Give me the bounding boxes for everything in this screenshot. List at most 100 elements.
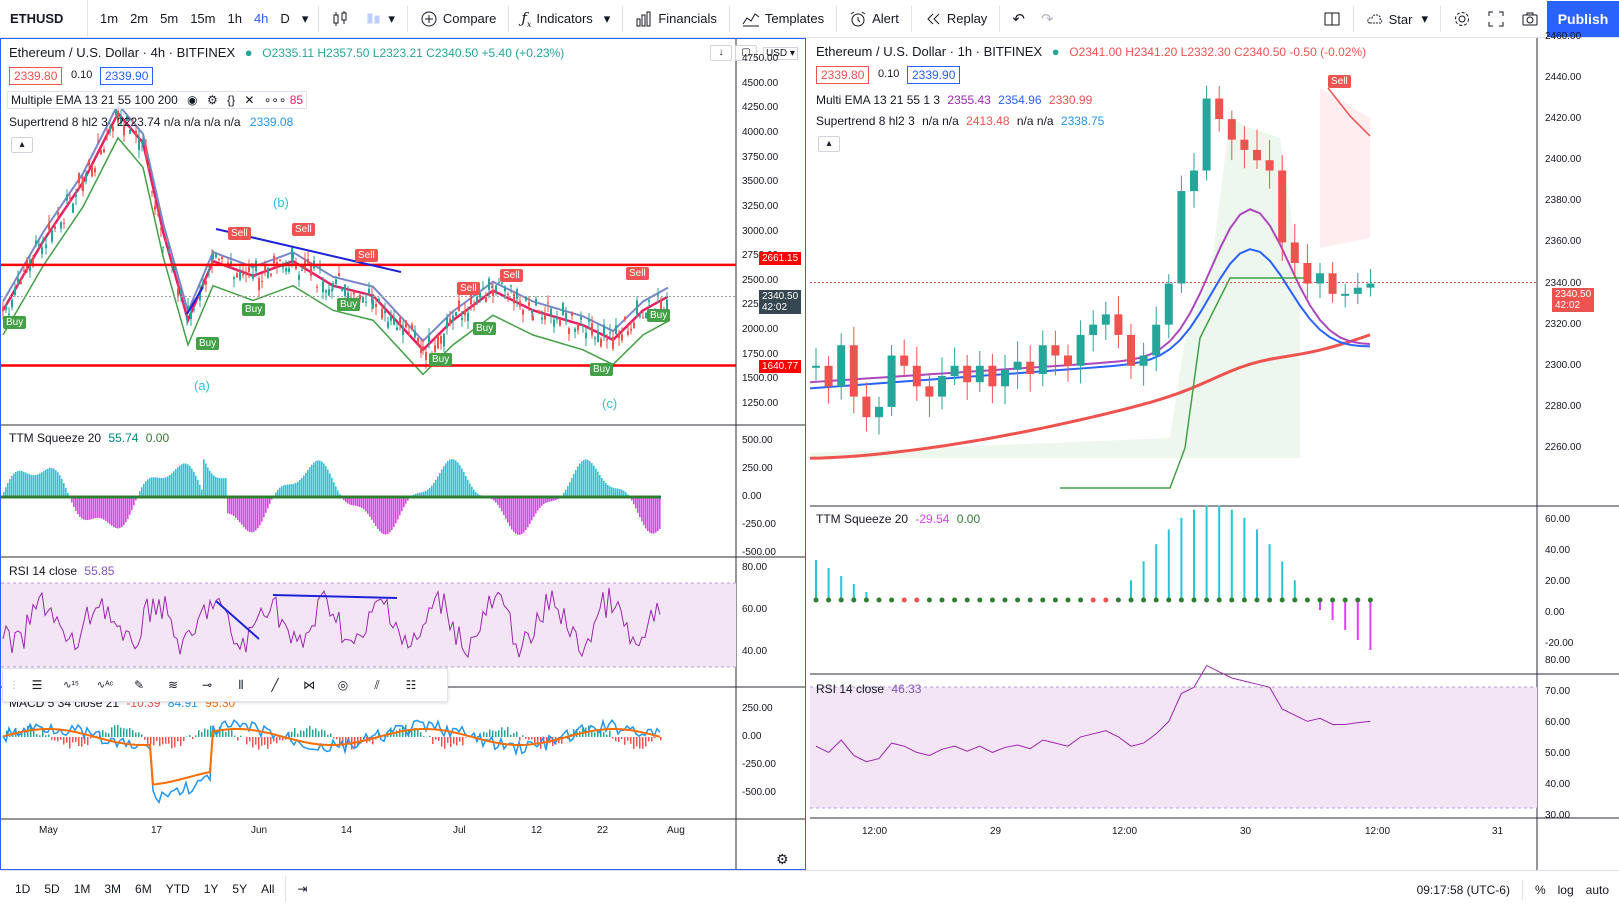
- macd-hist: [294, 727, 296, 737]
- pane-maximize-button[interactable]: ▢: [735, 45, 757, 61]
- currency-select[interactable]: USD ▾: [763, 47, 798, 60]
- ttm-dot: [1367, 597, 1373, 603]
- snapshot-button[interactable]: [1513, 0, 1547, 38]
- pane-down-button[interactable]: ↓: [710, 45, 732, 61]
- interval-1m[interactable]: 1m: [100, 10, 119, 26]
- interval-dropdown-icon[interactable]: ▾: [301, 10, 309, 26]
- ask-price[interactable]: 2339.90: [907, 66, 961, 84]
- macd-hist: [300, 730, 302, 737]
- fib-icon[interactable]: ≋: [167, 678, 179, 692]
- range-1D[interactable]: 1D: [15, 882, 31, 896]
- divider: [728, 5, 730, 32]
- percent-toggle[interactable]: %: [1534, 882, 1546, 897]
- interval-4h[interactable]: 4h: [253, 10, 269, 26]
- layout-button[interactable]: [1315, 0, 1349, 38]
- ttm-bar: [179, 465, 181, 497]
- macd-hist: [429, 735, 431, 737]
- log-toggle[interactable]: log: [1557, 882, 1574, 897]
- left-chart-canvas[interactable]: [1, 39, 805, 869]
- sell-signal: Sell: [626, 267, 649, 280]
- candle-body: [208, 270, 210, 272]
- more-icon[interactable]: ∘∘∘: [263, 93, 287, 107]
- ttm-bar: [615, 488, 617, 497]
- financials-button[interactable]: Financials: [627, 0, 725, 38]
- pencil-icon[interactable]: ✎: [133, 678, 145, 692]
- auto-toggle[interactable]: auto: [1585, 882, 1609, 897]
- settings-button[interactable]: [1445, 0, 1479, 38]
- indicators-button[interactable]: ƒx Indicators ▾: [513, 0, 618, 38]
- gear-icon[interactable]: ⚙: [206, 93, 218, 107]
- bid-price[interactable]: 2339.80: [9, 67, 63, 85]
- range-YTD[interactable]: YTD: [165, 882, 190, 896]
- fullscreen-button[interactable]: [1479, 0, 1513, 38]
- symbol-search[interactable]: ETHUSD: [0, 0, 88, 38]
- bar-style-button[interactable]: [323, 0, 357, 38]
- chart-type-button[interactable]: ▾: [357, 0, 403, 38]
- compare-button[interactable]: Compare: [412, 0, 504, 38]
- goto-date-icon[interactable]: ⇥: [297, 882, 308, 896]
- ttm-bar: [591, 463, 593, 497]
- range-3M[interactable]: 3M: [104, 882, 122, 896]
- abc-wave-icon[interactable]: ∿ᴬᶜ: [96, 679, 114, 691]
- templates-button[interactable]: Templates: [734, 0, 832, 38]
- collapse-legend-button[interactable]: ▴: [818, 136, 840, 152]
- pattern-icon[interactable]: ⋈: [303, 678, 315, 692]
- ask-price[interactable]: 2339.90: [100, 67, 154, 85]
- range-icon[interactable]: ☷: [405, 678, 417, 692]
- candle-body: [988, 365, 997, 387]
- range-5D[interactable]: 5D: [44, 882, 60, 896]
- drag-handle-icon[interactable]: ⋮: [9, 679, 19, 691]
- right-chart-canvas[interactable]: [810, 38, 1619, 870]
- right-last-price-tag: 2340.50 42:02: [1552, 288, 1595, 312]
- bid-price[interactable]: 2339.80: [816, 66, 870, 84]
- ttm-bar: [465, 475, 467, 497]
- range-All[interactable]: All: [261, 882, 275, 896]
- ttm-bar: [7, 482, 9, 497]
- ttm-bar: [129, 497, 131, 515]
- date-tick-label: Jun: [251, 825, 268, 836]
- horizontal-lines-icon[interactable]: ☰: [31, 678, 43, 692]
- left-chart-pane[interactable]: Ethereum / U.S. Dollar · 4h · BITFINEX ●…: [0, 38, 806, 870]
- price-tick-label: 2500.00: [742, 274, 779, 286]
- range-1Y[interactable]: 1Y: [203, 882, 219, 896]
- macd-hist: [330, 733, 332, 737]
- clock-time[interactable]: 09:17:58 (UTC-6): [1416, 882, 1510, 897]
- right-chart-pane[interactable]: Ethereum / U.S. Dollar · 1h · BITFINEX ●…: [810, 31, 1619, 870]
- ttm-bar: [53, 468, 55, 497]
- interval-5m[interactable]: 5m: [160, 10, 179, 26]
- range-5Y[interactable]: 5Y: [232, 882, 248, 896]
- collapse-legend-button[interactable]: ▴: [11, 137, 33, 153]
- parallel-channel-icon[interactable]: ⫽: [374, 677, 380, 692]
- interval-15m[interactable]: 15m: [190, 10, 216, 26]
- candle-body: [215, 254, 217, 258]
- bars-icon: [367, 13, 380, 23]
- elliott-wave-icon[interactable]: ∿¹⁵: [63, 679, 79, 691]
- macd-hist: [258, 737, 260, 750]
- spiral-icon[interactable]: ◎: [337, 678, 349, 692]
- interval-1h[interactable]: 1h: [227, 10, 242, 26]
- redo-button[interactable]: ↷: [1033, 0, 1062, 38]
- star-button[interactable]: Star ▾: [1358, 0, 1436, 38]
- vertical-lines-icon[interactable]: ⦀: [238, 677, 244, 692]
- code-icon[interactable]: {}: [227, 93, 236, 107]
- ttm-bar: [75, 497, 77, 511]
- undo-button[interactable]: ↶: [1004, 0, 1033, 38]
- range-1M[interactable]: 1M: [73, 882, 91, 896]
- replay-button[interactable]: Replay: [916, 0, 995, 38]
- trend-line-icon[interactable]: ╱: [271, 678, 279, 692]
- horizontal-ray-icon[interactable]: ⊸: [201, 678, 213, 692]
- interval-D[interactable]: D: [280, 10, 290, 26]
- range-6M[interactable]: 6M: [135, 882, 152, 896]
- candle-body: [639, 315, 641, 317]
- date-tick-label: 12:00: [1365, 826, 1391, 837]
- candle-body: [458, 300, 460, 311]
- eye-icon[interactable]: ◉: [187, 93, 198, 107]
- macd-hist: [483, 731, 485, 737]
- chart-settings-gear-icon[interactable]: ⚙: [776, 851, 789, 867]
- interval-2m[interactable]: 2m: [130, 10, 149, 26]
- ema-legend[interactable]: Multiple EMA 13 21 55 100 200 ◉ ⚙ {} ✕ ∘…: [7, 91, 308, 109]
- alert-button[interactable]: Alert: [841, 0, 907, 38]
- close-icon[interactable]: ✕: [244, 93, 255, 107]
- publish-button[interactable]: Publish: [1547, 1, 1619, 37]
- indicators-label: Indicators: [536, 11, 593, 26]
